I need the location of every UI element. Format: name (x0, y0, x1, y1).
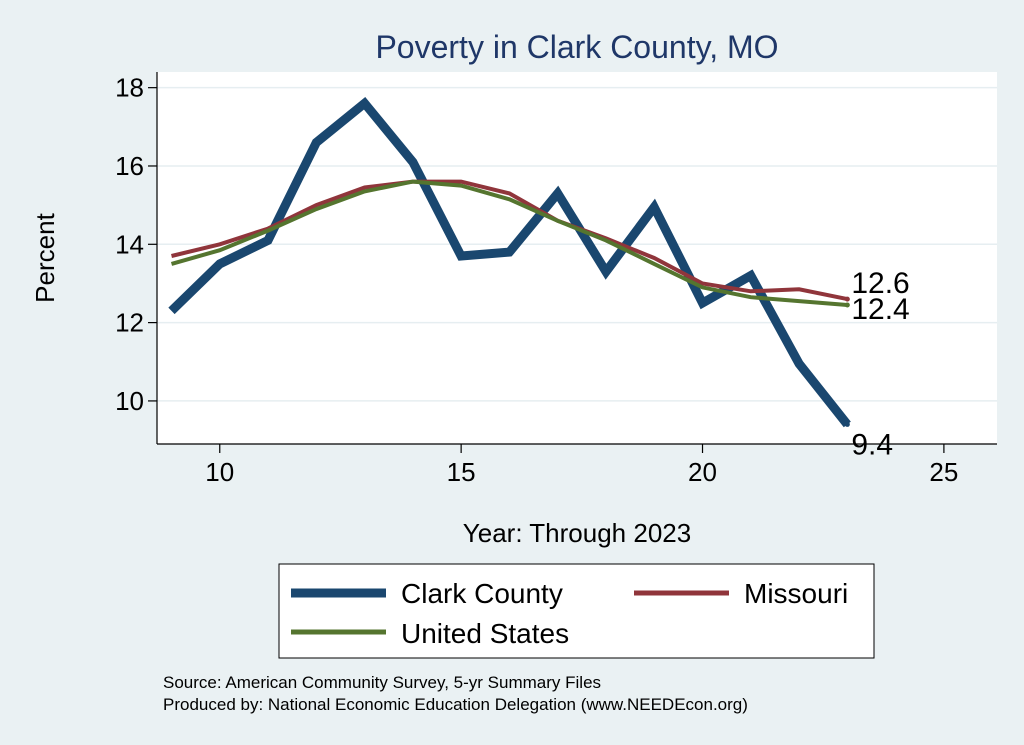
legend-label-united-states: United States (401, 618, 569, 649)
end-marker-clark-county (844, 421, 850, 427)
y-tick-label-16: 16 (115, 151, 144, 181)
x-tick-label-10: 10 (205, 457, 234, 487)
y-tick-label-10: 10 (115, 386, 144, 416)
end-label-united-states: 12.4 (851, 293, 909, 326)
x-tick-label-20: 20 (688, 457, 717, 487)
end-marker-missouri (844, 296, 850, 302)
end-label-clark-county: 9.4 (851, 428, 893, 461)
end-marker-united-states (844, 302, 850, 308)
series-lines (168, 96, 851, 428)
produced-by-note: Produced by: National Economic Education… (163, 695, 748, 714)
ticks: 10 12 14 16 18 10 15 20 25 (115, 73, 958, 487)
legend-label-clark-county: Clark County (401, 578, 563, 609)
legend-box (278, 563, 875, 659)
source-note: Source: American Community Survey, 5-yr … (163, 673, 601, 692)
y-tick-label-12: 12 (115, 308, 144, 338)
x-axis-title: Year: Through 2023 (463, 518, 691, 548)
x-tick-label-15: 15 (447, 457, 476, 487)
y-tick-label-18: 18 (115, 73, 144, 103)
chart-title: Poverty in Clark County, MO (375, 29, 778, 65)
gridlines (157, 86, 997, 402)
y-axis-title: Percent (30, 212, 60, 302)
end-labels: 9.4 12.612.4 (844, 267, 910, 461)
series-line-clark-county (168, 96, 851, 428)
plot-area (157, 72, 997, 444)
y-tick-label-14: 14 (115, 229, 144, 259)
legend-label-missouri: Missouri (744, 578, 848, 609)
x-tick-label-25: 25 (929, 457, 958, 487)
legend: Clark County Missouri United States (278, 563, 875, 659)
series-line-missouri (171, 179, 848, 302)
end-label-missouri: 12.6 (851, 267, 909, 300)
series-line-united-states (170, 179, 848, 307)
